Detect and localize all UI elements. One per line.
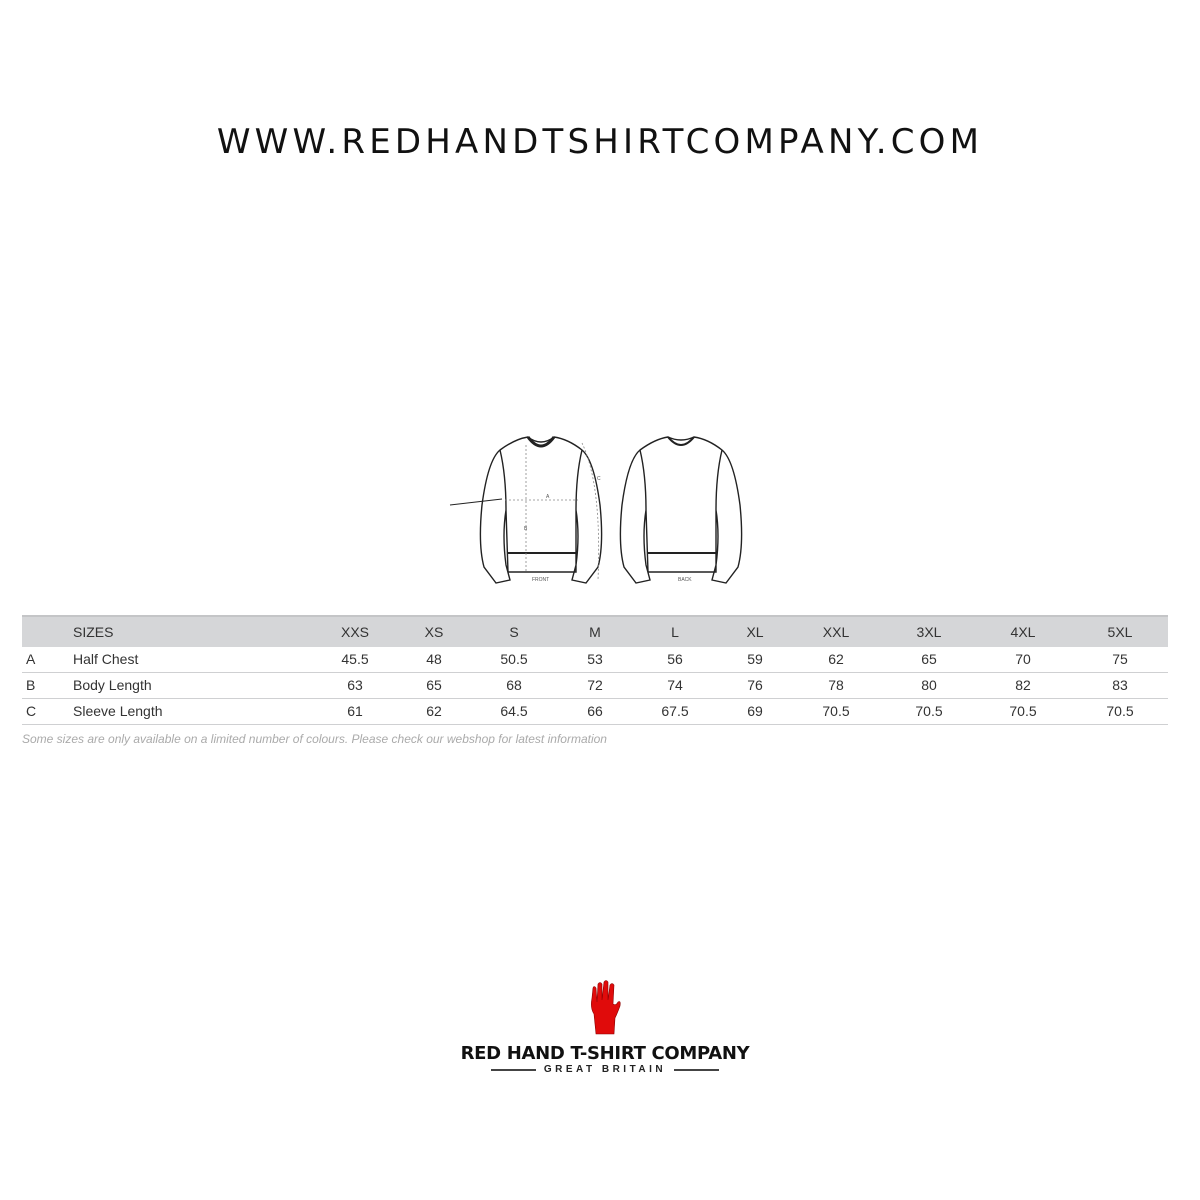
row-code: C <box>26 703 37 719</box>
measurement-value: 66 <box>587 703 603 719</box>
table-header: SIZES XXS XS S M L XL XXL 3XL 4XL 5XL <box>22 615 1168 647</box>
row-name: Half Chest <box>73 651 139 667</box>
measurement-value: 48 <box>426 651 442 667</box>
measurement-value: 59 <box>747 651 763 667</box>
size-header: S <box>509 624 519 640</box>
measurement-value: 72 <box>587 677 603 693</box>
size-header: XS <box>424 624 444 640</box>
brand-tagline: GREAT BRITAIN <box>543 1064 667 1075</box>
measurement-value: 70.5 <box>822 703 850 719</box>
size-header: XL <box>746 624 764 640</box>
table-row: A Half Chest 45.5 48 50.5 53 56 59 62 65 70 75 <box>22 647 1168 673</box>
measurement-value: 62 <box>426 703 442 719</box>
measurement-value: 70.5 <box>915 703 943 719</box>
measurement-value: 67.5 <box>661 703 689 719</box>
measurement-value: 45.5 <box>341 651 369 667</box>
measurement-lines <box>505 442 600 581</box>
armhole-pointer <box>449 498 503 506</box>
measurement-value: 50.5 <box>500 651 528 667</box>
marker-a: A <box>546 494 550 500</box>
measurement-value: 61 <box>347 703 363 719</box>
website-url: WWW.REDHANDTSHIRTCOMPANY.COM <box>216 122 984 162</box>
brand-logo: RED HAND T-SHIRT COMPANY GREAT BRITAIN <box>450 980 760 1075</box>
row-name: Body Length <box>73 677 152 693</box>
measurement-value: 70.5 <box>1009 703 1037 719</box>
measurement-value: 74 <box>667 677 683 693</box>
measurement-value: 83 <box>1112 677 1128 693</box>
size-header: 5XL <box>1107 624 1133 640</box>
marker-c: C <box>597 476 601 482</box>
row-code: A <box>26 651 36 667</box>
measurement-value: 53 <box>587 651 603 667</box>
size-header: XXS <box>340 624 370 640</box>
sweatshirt-back-drawing <box>619 436 743 584</box>
measurement-value: 70.5 <box>1106 703 1134 719</box>
table-row: C Sleeve Length 61 62 64.5 66 67.5 69 70.5 70.5 70… <box>22 699 1168 725</box>
size-header: L <box>671 624 679 640</box>
measurement-value: 70 <box>1015 651 1031 667</box>
measurement-value: 78 <box>828 677 844 693</box>
size-header: XXL <box>822 624 850 640</box>
measurement-value: 80 <box>921 677 937 693</box>
measurement-value: 69 <box>747 703 763 719</box>
sweatshirt-front-drawing <box>479 436 603 584</box>
measurement-value: 68 <box>506 677 522 693</box>
row-name: Sleeve Length <box>73 703 163 719</box>
back-label: BACK <box>678 577 692 583</box>
table-row: B Body Length 63 65 68 72 74 76 78 80 82 83 <box>22 673 1168 699</box>
size-table: SIZES XXS XS S M L XL XXL 3XL 4XL 5XL A H… <box>22 615 1168 725</box>
measurement-value: 75 <box>1112 651 1128 667</box>
sweatshirt-diagram: A B C FRONT BACK <box>449 436 743 584</box>
measurement-value: 56 <box>667 651 683 667</box>
measurement-value: 65 <box>921 651 937 667</box>
measurement-value: 82 <box>1015 677 1031 693</box>
marker-b: B <box>524 526 528 532</box>
measurement-value: 65 <box>426 677 442 693</box>
measurement-value: 76 <box>747 677 763 693</box>
size-header: 4XL <box>1010 624 1036 640</box>
row-code: B <box>26 677 36 693</box>
size-header: 3XL <box>916 624 942 640</box>
front-label: FRONT <box>532 577 549 583</box>
size-header: M <box>589 624 601 640</box>
measurement-value: 62 <box>828 651 844 667</box>
availability-note: Some sizes are only available on a limit… <box>22 732 607 746</box>
brand-name: RED HAND T-SHIRT COMPANY <box>460 1043 750 1064</box>
measurement-value: 64.5 <box>500 703 528 719</box>
red-hand-icon <box>591 980 621 1035</box>
sizes-header: SIZES <box>73 624 114 640</box>
measurement-value: 63 <box>347 677 363 693</box>
